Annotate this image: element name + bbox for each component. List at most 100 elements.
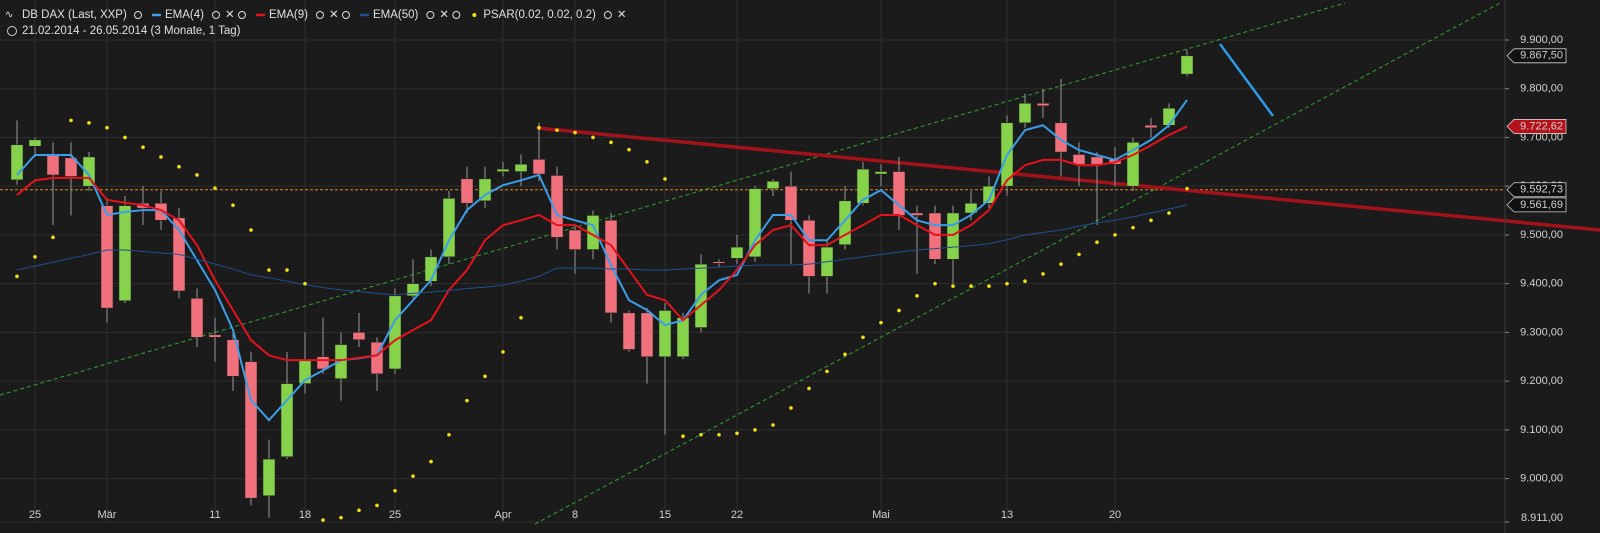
legend-remove[interactable]: ✕ [329,9,339,21]
icon: ∿ [5,10,13,21]
legend-settings[interactable] [211,11,220,19]
legend-remove[interactable]: ✕ [225,9,235,21]
x-tick-label: Mai [872,509,890,521]
legend-settings[interactable] [315,11,324,19]
candle-body [784,185,798,221]
psar-dot [393,489,397,493]
x-tick-label: 8 [572,509,578,521]
candle-body [226,339,240,377]
psar-dot [249,228,253,232]
psar-dot [807,386,811,391]
legend-remove[interactable]: ✕ [617,9,627,21]
trend-line-lower [534,2,1501,525]
candle-body [640,312,654,358]
candle-body [550,175,564,238]
trend-line-upper [0,2,1346,396]
y-axis: 9.900,009.800,009.700,009.600,009.500,00… [1505,34,1567,524]
candle-body [1090,156,1104,165]
y-tick-label: 9.300,00 [1520,326,1563,338]
annotation-arrow [1218,43,1275,117]
x-tick-label: 22 [731,509,743,521]
price-marker [1506,182,1567,198]
legend-toggle[interactable] [452,11,461,19]
candle-body [928,212,942,260]
y-tick-label: 9.200,00 [1520,375,1563,387]
psar-dot [159,155,163,159]
legend-swatch [472,13,477,17]
trend-line-resistance [536,126,1600,232]
psar-dot [1041,272,1045,276]
psar-dot [897,308,901,313]
candle-body [190,298,204,338]
legend-toggle[interactable] [341,11,350,19]
price-marker [1506,197,1567,213]
legend-settings[interactable] [426,11,435,19]
psar-dot [1095,240,1099,245]
y-tick-label: 9.500,00 [1520,229,1563,241]
psar-dot [231,203,235,207]
price-marker-label: 9.722,62 [1520,120,1563,132]
psar-dot [609,140,613,145]
candle-body [766,181,780,189]
psar-dot [915,294,919,298]
x-tick-label: 25 [29,509,41,521]
psar-dot [105,125,109,130]
legend-remove[interactable]: ✕ [439,9,449,21]
psar-dot [1167,211,1171,215]
psar-dot [537,125,541,130]
candle-body [532,159,546,175]
y-tick-label: 9.400,00 [1520,278,1563,290]
psar-dot [501,350,505,354]
psar-dot [1131,225,1135,230]
psar-dot [861,335,865,340]
x-tick-label: 15 [659,509,671,521]
psar-dot [483,374,487,379]
x-tick-label: 18 [299,509,311,521]
candle-body [910,212,924,216]
psar-dot [213,186,217,190]
candle-body [874,171,888,175]
candle-body [514,164,528,172]
price-marker-label: 9.561,69 [1520,199,1563,211]
legend-settings[interactable] [603,11,612,19]
legend-toggle[interactable] [237,11,246,19]
clock-icon [7,26,17,36]
psar-dot [753,428,757,432]
candle-body [1144,125,1158,128]
candle-body [1180,55,1194,75]
candle-body [460,178,474,204]
psar-dot [735,431,739,436]
psar-dot [1077,252,1081,257]
price-marker [1506,48,1567,64]
legend-label: EMA(4) [165,9,204,21]
x-tick-label: Apr [494,509,511,521]
legend: EMA(4) ✕ EMA(9) ✕ EMA(50) ✕ PSAR(0.02, 0.02, 0… [134,9,627,21]
psar-dot [195,173,199,177]
y-tick-label: 9.900,00 [1520,34,1563,46]
psar-dot [33,255,37,259]
psar-dot [717,432,721,437]
psar-dot [663,177,667,181]
psar-dot [969,284,973,288]
y-tick-label: 9.100,00 [1520,424,1563,436]
candle-body [280,383,294,457]
x-tick-label: 11 [209,509,220,521]
price-marker [1506,119,1567,134]
candle-body [496,168,510,172]
psar-dot [447,432,451,437]
candle-body [100,205,114,309]
psar-dot [555,128,559,132]
legend-label: EMA(9) [269,9,308,21]
price-marker-label: 9.592,73 [1520,184,1563,196]
psar-dot [681,434,685,439]
indicator-line [16,125,1188,362]
psar-dot [411,474,415,478]
psar-dot [123,135,127,140]
candle-body [1126,142,1140,187]
x-tick-label: 25 [389,509,401,521]
psar-dot [1023,279,1027,284]
psar-dot [519,315,523,320]
legend-toggle[interactable] [134,11,142,19]
candle-body [208,334,222,338]
